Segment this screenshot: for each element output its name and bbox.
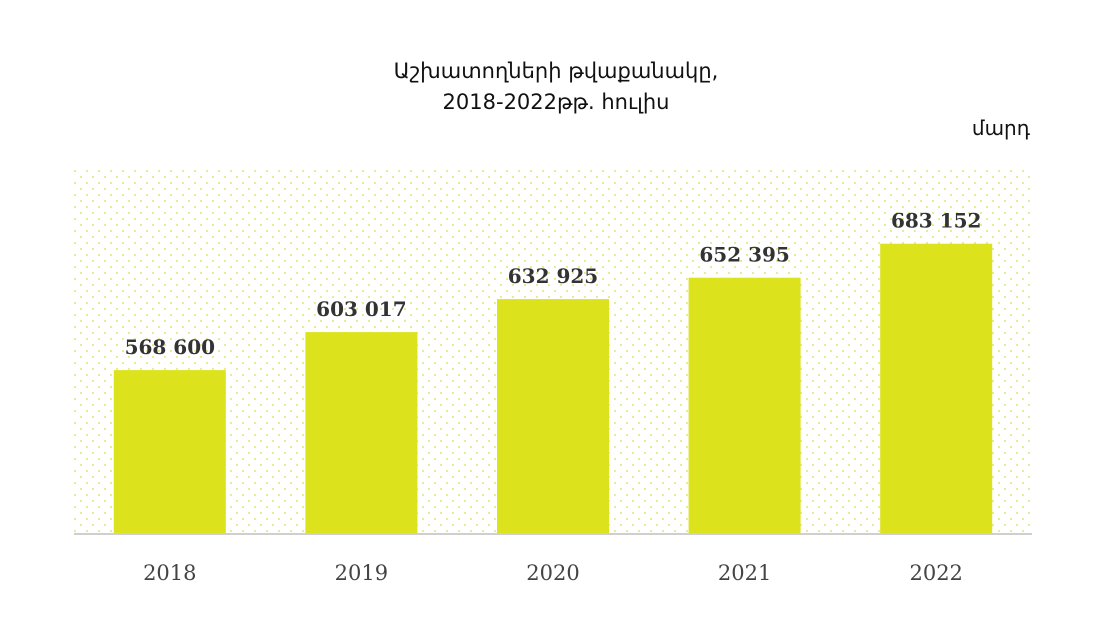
chart-title-line-2: 2018-2022թթ. հուլիս — [442, 90, 670, 114]
chart-title-line-1: Աշխատողների թվաքանակը, — [393, 59, 719, 83]
bar-2020 — [497, 299, 609, 534]
data-label-2019: 603 017 — [316, 297, 406, 321]
x-tick-label-2022: 2022 — [909, 561, 962, 585]
data-label-2020: 632 925 — [508, 264, 598, 288]
x-tick-label-2018: 2018 — [143, 561, 196, 585]
data-label-2021: 652 395 — [699, 243, 789, 267]
x-tick-label-2020: 2020 — [526, 561, 579, 585]
bar-2019 — [305, 332, 418, 534]
data-label-2022: 683 152 — [891, 209, 981, 233]
x-tick-label-2019: 2019 — [335, 561, 388, 585]
data-label-2018: 568 600 — [125, 335, 215, 359]
bar-2018 — [113, 370, 226, 534]
unit-label: մարդ — [971, 116, 1030, 140]
chart-title: Աշխատողների թվաքանակը, 2018-2022թթ. հուլ… — [0, 56, 1112, 118]
bar-2022 — [880, 243, 993, 534]
bar-2021 — [688, 277, 801, 534]
x-tick-label-2021: 2021 — [718, 561, 771, 585]
